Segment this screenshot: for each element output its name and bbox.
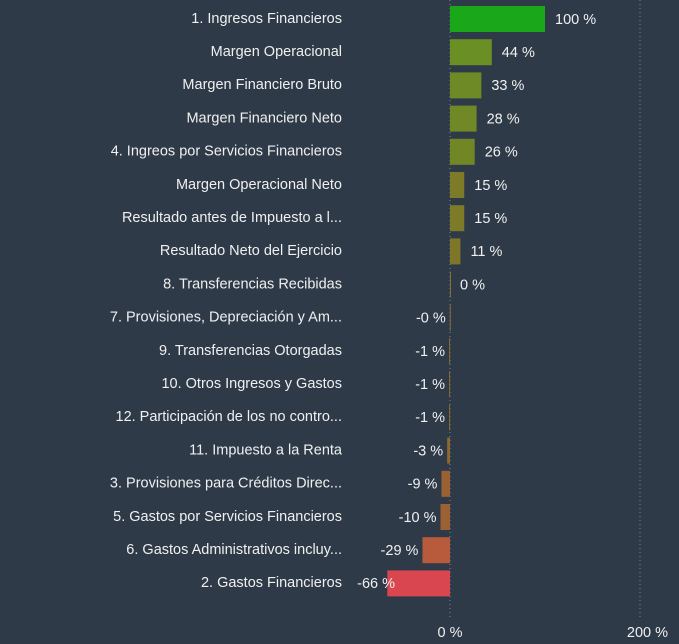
bar bbox=[450, 6, 545, 32]
bar bbox=[450, 138, 475, 165]
bar bbox=[449, 404, 451, 431]
bar bbox=[450, 205, 465, 232]
category-label: Resultado antes de Impuesto a l... bbox=[122, 210, 342, 226]
bar bbox=[450, 238, 461, 265]
category-label: Margen Financiero Bruto bbox=[182, 77, 342, 93]
category-label: 7. Provisiones, Depreciación y Am... bbox=[110, 310, 342, 326]
bar bbox=[450, 72, 482, 99]
value-label: -3 % bbox=[413, 443, 443, 459]
value-label: -66 % bbox=[357, 576, 395, 592]
x-tick-label: 0 % bbox=[438, 625, 463, 641]
value-label: -0 % bbox=[416, 311, 446, 327]
bar bbox=[440, 504, 450, 530]
bar bbox=[450, 271, 451, 298]
value-label: -1 % bbox=[415, 410, 445, 426]
value-label: -1 % bbox=[415, 344, 445, 360]
category-label: Resultado Neto del Ejercicio bbox=[160, 243, 342, 259]
value-label: 44 % bbox=[502, 45, 535, 61]
bar bbox=[449, 338, 451, 364]
value-label: -1 % bbox=[415, 377, 445, 393]
value-label: 11 % bbox=[470, 244, 502, 260]
value-label: 28 % bbox=[487, 111, 520, 127]
category-label: 12. Participación de los no contro... bbox=[116, 409, 343, 425]
category-label: 11. Impuesto a la Renta bbox=[189, 442, 343, 458]
value-label: -29 % bbox=[381, 543, 419, 559]
category-label: 6. Gastos Administrativos incluy... bbox=[126, 542, 342, 558]
category-label: Margen Operacional Neto bbox=[176, 177, 342, 193]
x-tick-label: 200 % bbox=[627, 625, 668, 641]
bar bbox=[422, 537, 450, 564]
category-label: 10. Otros Ingresos y Gastos bbox=[161, 376, 342, 392]
category-label: 1. Ingresos Financieros bbox=[191, 11, 342, 27]
value-label: 26 % bbox=[485, 145, 518, 161]
bar bbox=[447, 437, 450, 464]
value-label: 33 % bbox=[491, 78, 524, 94]
category-label: 3. Provisiones para Créditos Direc... bbox=[110, 476, 342, 492]
value-label: 100 % bbox=[555, 12, 596, 28]
category-label: 9. Transferencias Otorgadas bbox=[159, 343, 342, 359]
category-label: 2. Gastos Financieros bbox=[201, 575, 342, 591]
category-label: 5. Gastos por Servicios Financieros bbox=[113, 509, 342, 525]
category-label: 4. Ingreos por Servicios Financieros bbox=[111, 144, 342, 160]
bar bbox=[450, 172, 465, 198]
value-label: -9 % bbox=[408, 477, 438, 493]
bar bbox=[387, 570, 450, 597]
category-label: Margen Financiero Neto bbox=[186, 110, 342, 126]
bar bbox=[449, 371, 451, 398]
value-label: 15 % bbox=[474, 178, 507, 194]
value-label: 0 % bbox=[460, 277, 485, 293]
category-label: Margen Operacional bbox=[211, 44, 342, 60]
value-label: -10 % bbox=[399, 510, 437, 526]
bar bbox=[450, 105, 477, 132]
bar bbox=[441, 470, 450, 497]
bar bbox=[450, 39, 492, 66]
value-label: 15 % bbox=[474, 211, 507, 227]
category-label: 8. Transferencias Recibidas bbox=[163, 276, 342, 292]
bar bbox=[449, 304, 451, 331]
